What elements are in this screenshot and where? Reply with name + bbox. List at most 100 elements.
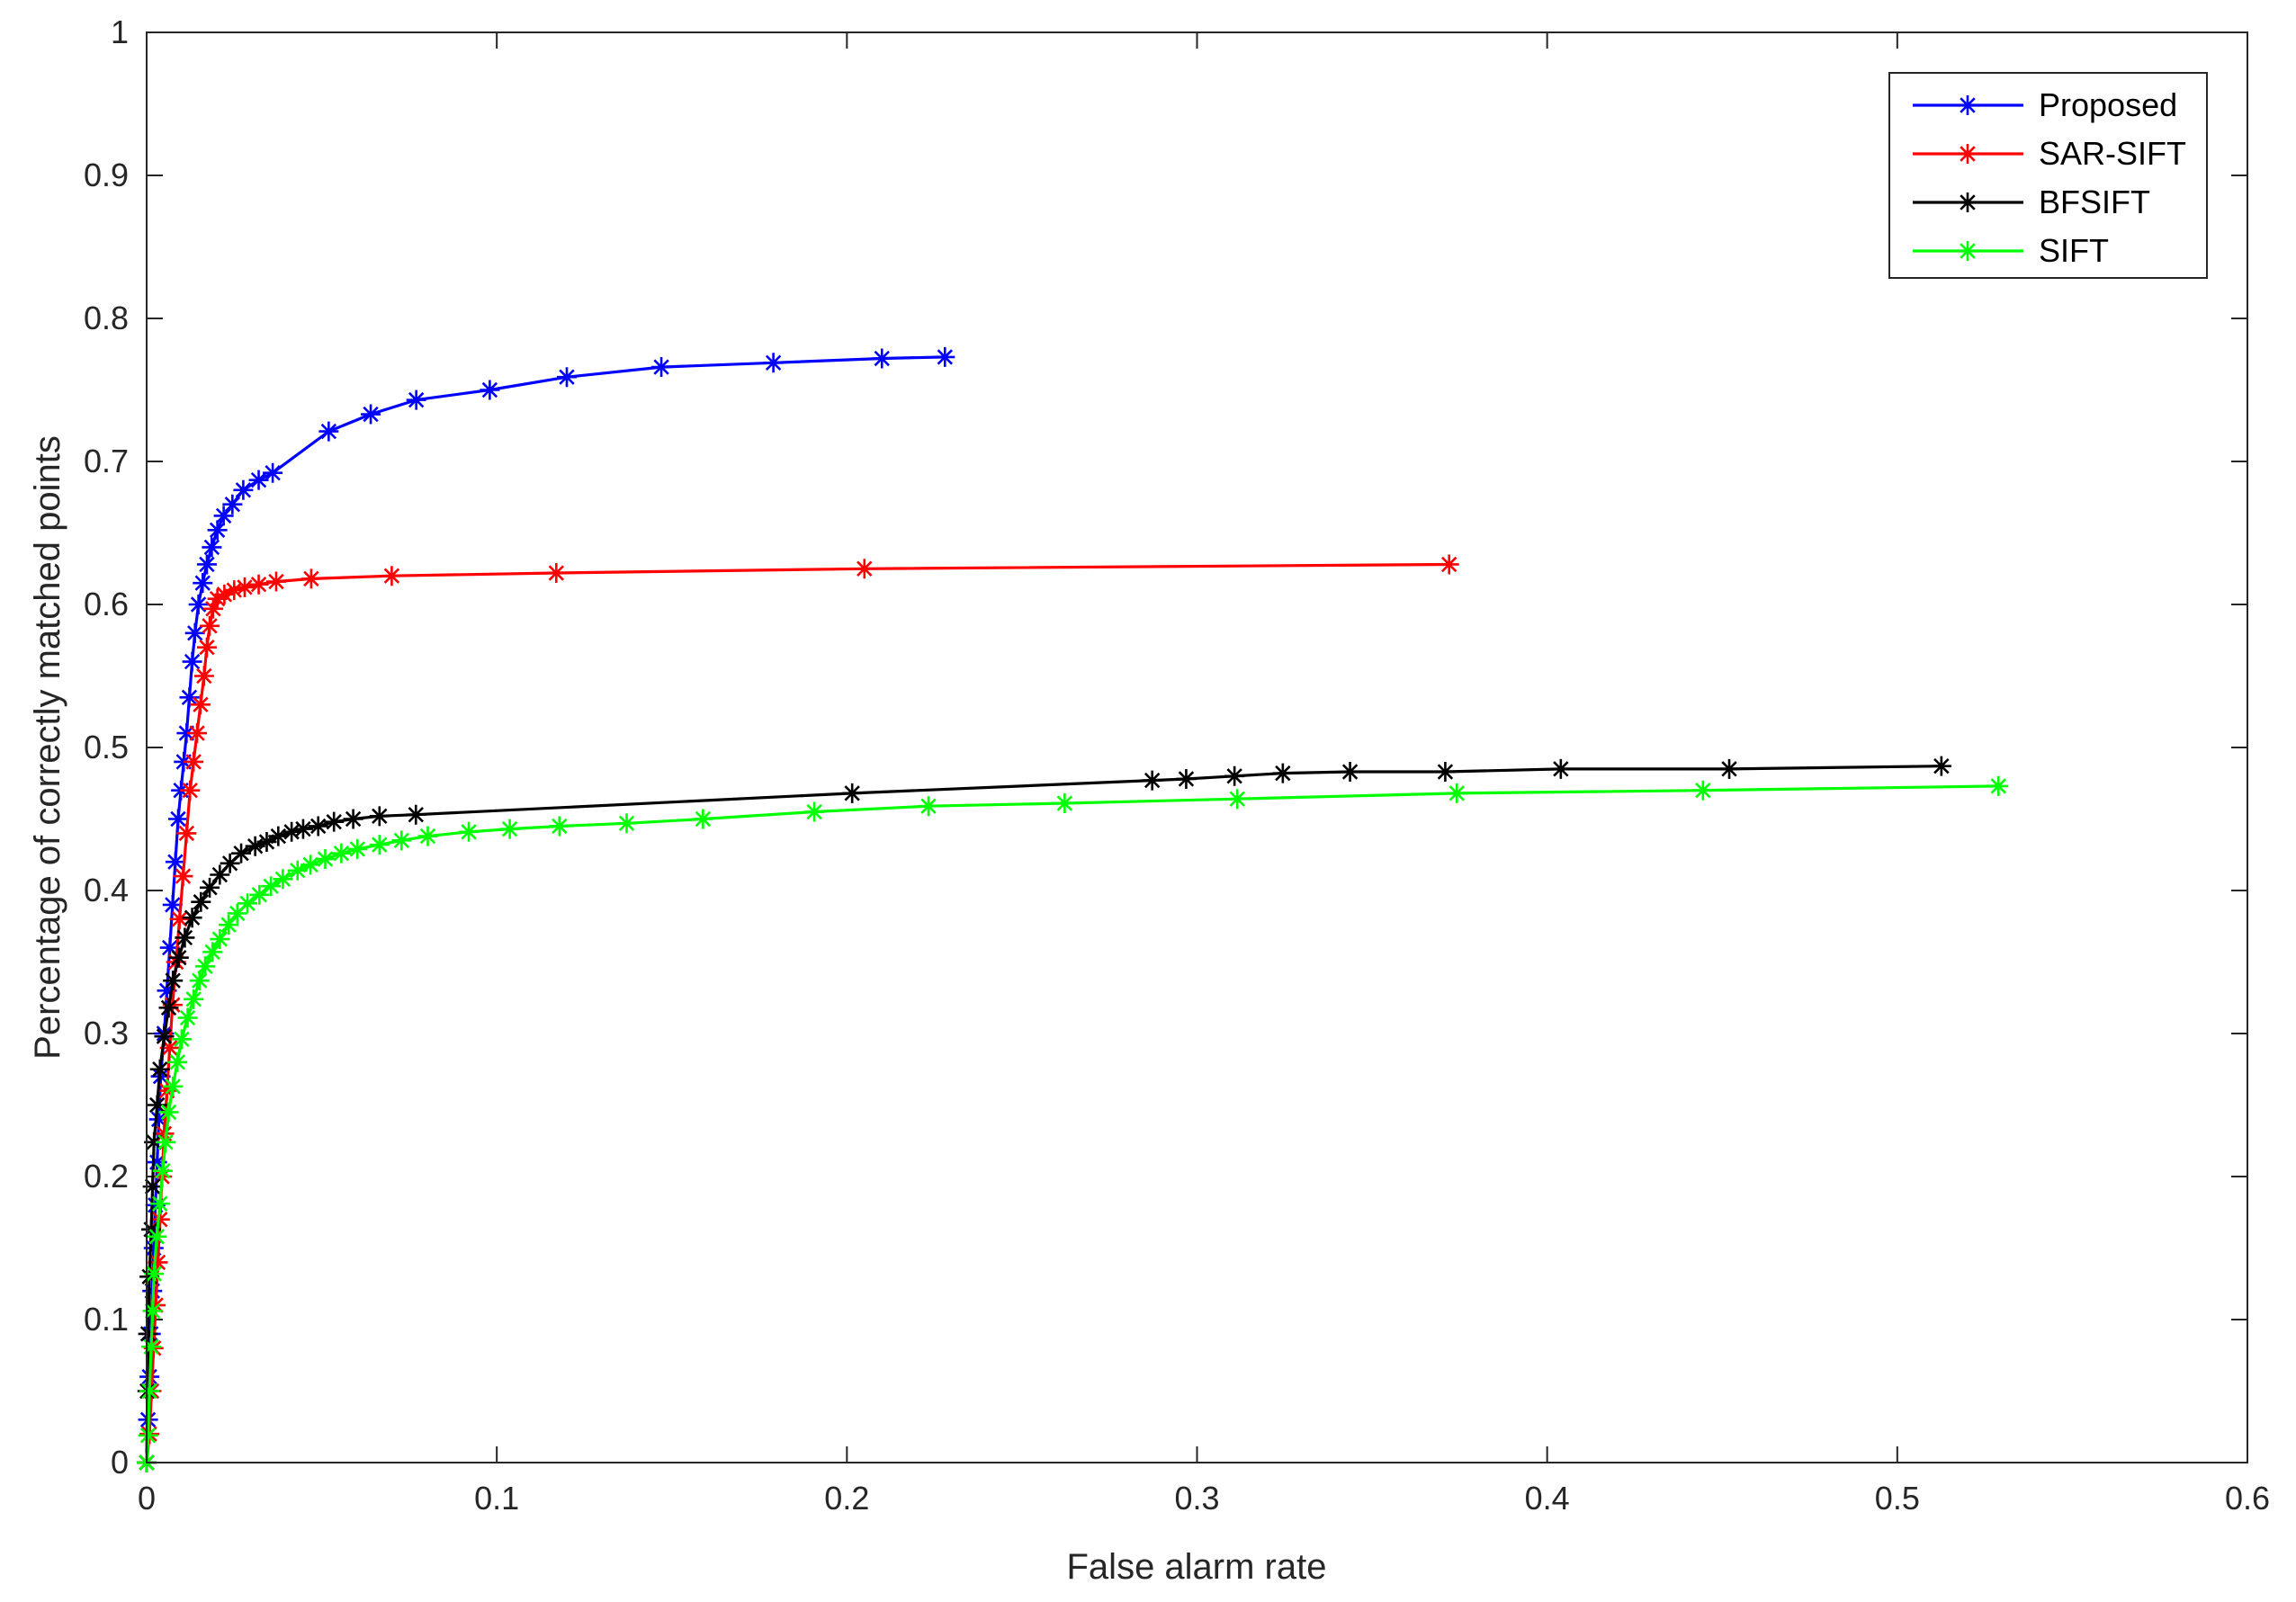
data-point-proposed: [193, 573, 213, 594]
legend-entry-proposed: Proposed: [1913, 86, 2177, 123]
data-point-sift: [1692, 780, 1713, 801]
data-point-bfsift: [191, 891, 211, 912]
data-point-bfsift: [842, 783, 863, 803]
data-point-sift: [499, 819, 520, 839]
data-point-proposed: [168, 809, 189, 829]
data-point-sift: [273, 869, 293, 890]
y-tick-label: 0: [111, 1444, 129, 1481]
data-point-proposed: [179, 687, 200, 708]
legend-entry-bfsift: BFSIFT: [1913, 183, 2150, 220]
x-axis-label: False alarm rate: [1067, 1547, 1327, 1587]
data-point-proposed: [165, 852, 185, 873]
data-point-sift: [167, 1052, 188, 1072]
legend-entry-sift: SIFT: [1913, 232, 2109, 269]
data-point-proposed: [162, 894, 183, 915]
data-point-sift: [391, 830, 412, 851]
data-point-sift: [138, 1425, 158, 1445]
data-point-bfsift: [308, 816, 328, 837]
data-point-sift: [249, 884, 270, 905]
series-line-bfsift: [145, 765, 1942, 1463]
legend-box: [1888, 72, 2208, 279]
data-point-sift: [147, 1226, 167, 1247]
data-point-proposed: [157, 980, 177, 1001]
data-point-bfsift: [200, 877, 220, 898]
data-point-sar-sift: [234, 577, 255, 597]
data-point-sift: [227, 903, 247, 924]
data-point-sift: [693, 809, 713, 829]
data-point-bfsift: [268, 826, 289, 846]
data-point-sar-sift: [154, 1123, 175, 1144]
data-point-proposed: [182, 651, 202, 672]
legend: Proposed SAR-SIFT BFSIFT SIFT: [1888, 72, 2208, 279]
data-point-bfsift: [1272, 763, 1293, 783]
data-point-sift: [459, 821, 480, 842]
data-point-bfsift: [1142, 770, 1162, 791]
data-point-proposed: [184, 622, 205, 643]
data-point-proposed: [263, 462, 283, 483]
data-point-bfsift: [163, 971, 184, 991]
legend-marker-proposed: [1958, 95, 1978, 115]
data-point-bfsift: [182, 908, 202, 928]
data-point-bfsift: [369, 806, 390, 827]
data-point-sift: [202, 942, 223, 962]
data-point-sift: [549, 816, 570, 837]
data-point-proposed: [222, 494, 243, 515]
data-point-bfsift: [1719, 758, 1740, 779]
data-point-bfsift: [149, 1059, 170, 1079]
x-tick-label: 0: [138, 1480, 156, 1517]
data-point-sift: [149, 1194, 170, 1214]
data-point-sar-sift: [381, 566, 402, 586]
data-point-sift: [261, 876, 282, 897]
legend-label-sift: SIFT: [2039, 232, 2109, 269]
data-point-bfsift: [1435, 762, 1456, 783]
data-point-proposed: [361, 404, 381, 425]
data-point-bfsift: [282, 821, 302, 842]
data-point-sar-sift: [184, 751, 204, 772]
data-point-sift: [152, 1160, 173, 1181]
data-point-proposed: [188, 595, 209, 614]
data-point-bfsift: [139, 1266, 160, 1287]
data-point-sift: [142, 1301, 163, 1321]
data-point-proposed: [145, 1195, 166, 1215]
data-point-sar-sift: [202, 598, 223, 619]
data-point-sift: [144, 1264, 165, 1284]
data-point-proposed: [557, 367, 577, 388]
legend-label-bfsift: BFSIFT: [2039, 183, 2150, 220]
data-point-sift: [163, 1076, 184, 1096]
data-point-proposed: [318, 421, 339, 442]
data-point-sar-sift: [173, 866, 193, 887]
y-tick-label: 0.1: [84, 1301, 129, 1338]
data-point-sar-sift: [187, 723, 208, 744]
data-point-proposed: [147, 1152, 167, 1173]
data-point-bfsift: [154, 1026, 175, 1047]
data-point-sift: [184, 989, 204, 1009]
data-point-proposed: [935, 346, 955, 367]
data-point-sift: [238, 893, 258, 914]
data-point-sar-sift: [190, 694, 211, 715]
data-point-bfsift: [1931, 756, 1951, 776]
y-tick-label: 0.8: [84, 300, 129, 336]
data-point-bfsift: [168, 947, 189, 968]
data-point-sar-sift: [1439, 554, 1459, 575]
data-point-bfsift: [142, 1177, 163, 1197]
data-point-proposed: [406, 389, 426, 410]
data-point-sar-sift: [248, 574, 269, 595]
x-tick-label: 0.1: [474, 1480, 519, 1517]
data-point-sift: [1447, 783, 1467, 803]
data-point-bfsift: [138, 1323, 158, 1344]
data-point-proposed: [159, 937, 180, 958]
data-point-sar-sift: [224, 580, 245, 601]
data-point-sift: [1988, 775, 2009, 796]
data-point-proposed: [202, 537, 222, 558]
data-point-sar-sift: [265, 571, 286, 592]
legend-marker-bfsift: [1958, 192, 1978, 212]
data-point-sift: [189, 971, 210, 991]
data-point-sar-sift: [159, 1037, 180, 1058]
data-point-sift: [347, 838, 368, 859]
data-point-sar-sift: [176, 823, 197, 844]
x-tick-label: 0.3: [1174, 1480, 1219, 1517]
data-point-bfsift: [343, 809, 363, 829]
data-point-sift: [315, 849, 336, 870]
y-tick-label: 0.3: [84, 1015, 129, 1052]
